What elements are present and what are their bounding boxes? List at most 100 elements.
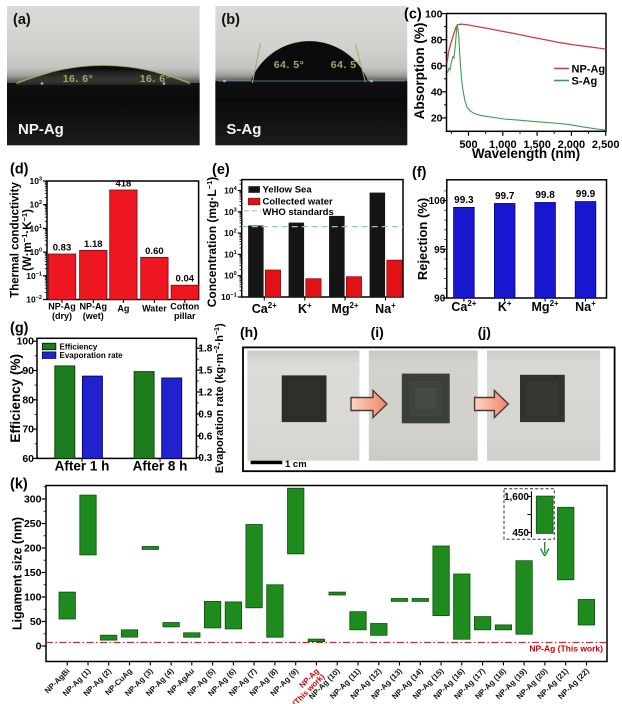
- svg-text:1,600: 1,600: [504, 492, 529, 503]
- svg-text:10−2: 10−2: [26, 295, 42, 305]
- svg-text:Mg2+: Mg2+: [331, 301, 359, 316]
- svg-text:0.3: 0.3: [198, 453, 212, 464]
- svg-text:Ca2+: Ca2+: [252, 301, 277, 316]
- svg-text:99.7: 99.7: [495, 191, 515, 202]
- svg-text:Rejection (%): Rejection (%): [415, 198, 430, 280]
- svg-text:(wet): (wet): [83, 311, 104, 321]
- svg-text:101: 101: [29, 223, 42, 233]
- svg-text:Mg2+: Mg2+: [532, 299, 560, 314]
- svg-text:1,000: 1,000: [489, 139, 517, 151]
- svg-text:60: 60: [431, 61, 443, 73]
- svg-text:K+: K+: [498, 299, 512, 314]
- svg-text:(dry): (dry): [52, 311, 72, 321]
- svg-text:Absorption (%): Absorption (%): [412, 23, 427, 120]
- svg-text:2,500: 2,500: [592, 139, 620, 151]
- svg-text:(b): (b): [221, 12, 240, 28]
- svg-text:50: 50: [30, 616, 42, 628]
- svg-text:(a): (a): [13, 12, 31, 28]
- svg-text:16. 6°: 16. 6°: [140, 73, 171, 85]
- svg-text:Yellow Sea: Yellow Sea: [263, 184, 313, 195]
- svg-text:K+: K+: [298, 301, 312, 316]
- svg-text:16. 6°: 16. 6°: [63, 73, 94, 85]
- svg-text:70: 70: [22, 424, 34, 436]
- svg-text:250: 250: [24, 518, 42, 530]
- svg-text:(h): (h): [240, 324, 258, 340]
- svg-text:1.2: 1.2: [198, 388, 212, 399]
- svg-text:1,500: 1,500: [523, 139, 551, 151]
- svg-text:1 cm: 1 cm: [285, 459, 307, 470]
- svg-text:Ca2+: Ca2+: [451, 299, 476, 314]
- svg-text:200: 200: [24, 543, 42, 555]
- svg-text:Ag: Ag: [117, 304, 129, 314]
- svg-text:pillar: pillar: [174, 311, 196, 321]
- svg-text:NP-Ag: NP-Ag: [18, 121, 64, 138]
- svg-text:90: 90: [22, 365, 34, 377]
- svg-text:After 8 h: After 8 h: [133, 459, 188, 474]
- svg-text:64. 5°: 64. 5°: [274, 59, 305, 71]
- svg-text:Concentration (mg·L−1): Concentration (mg·L−1): [205, 177, 219, 308]
- svg-text:300: 300: [24, 494, 42, 506]
- svg-text:(i): (i): [371, 324, 384, 340]
- svg-text:10−1: 10−1: [26, 271, 42, 281]
- svg-text:80: 80: [22, 394, 34, 406]
- svg-text:95: 95: [434, 245, 446, 256]
- svg-text:S-Ag: S-Ag: [572, 76, 598, 88]
- svg-text:(d): (d): [10, 162, 29, 178]
- svg-text:(f): (f): [412, 165, 427, 181]
- svg-text:150: 150: [24, 567, 42, 579]
- svg-text:Wavelength (nm): Wavelength (nm): [472, 146, 580, 161]
- svg-text:99.9: 99.9: [576, 189, 596, 200]
- svg-text:Na+: Na+: [575, 299, 596, 314]
- svg-text:418: 418: [115, 179, 131, 190]
- svg-text:Thermal conductivity: Thermal conductivity: [10, 182, 22, 298]
- svg-text:0.6: 0.6: [198, 431, 212, 442]
- svg-text:450: 450: [512, 528, 529, 539]
- svg-text:NP-Ag: NP-Ag: [572, 64, 606, 76]
- svg-text:0: 0: [36, 641, 42, 653]
- svg-text:60: 60: [22, 453, 34, 465]
- svg-text:500: 500: [459, 139, 477, 151]
- svg-text:Water: Water: [142, 304, 167, 314]
- svg-text:NP-Ag: NP-Ag: [80, 302, 108, 312]
- svg-text:102: 102: [29, 200, 42, 210]
- svg-text:(c): (c): [404, 7, 422, 23]
- svg-text:100: 100: [29, 247, 42, 257]
- svg-text:101: 101: [224, 249, 237, 259]
- svg-text:S-Ag: S-Ag: [226, 121, 261, 138]
- svg-text:Na+: Na+: [375, 301, 396, 316]
- svg-text:40: 40: [431, 87, 443, 99]
- svg-text:(e): (e): [212, 162, 230, 178]
- svg-text:100: 100: [429, 196, 446, 207]
- svg-text:(g): (g): [10, 321, 29, 337]
- svg-text:0.60: 0.60: [145, 246, 164, 257]
- svg-text:104: 104: [224, 186, 237, 196]
- svg-text:100: 100: [425, 8, 443, 20]
- svg-text:Ligament size (nm): Ligament size (nm): [11, 517, 25, 630]
- svg-text:NP-Ag (This work): NP-Ag (This work): [529, 644, 603, 654]
- svg-text:Efficiency: Efficiency: [60, 342, 98, 351]
- svg-text:0.04: 0.04: [176, 274, 195, 285]
- svg-text:1.8: 1.8: [198, 344, 212, 355]
- svg-text:99.8: 99.8: [535, 190, 555, 201]
- svg-text:Cotton: Cotton: [170, 302, 199, 312]
- svg-text:10−1: 10−1: [221, 292, 237, 302]
- svg-text:Evaporation rate: Evaporation rate: [60, 351, 124, 360]
- svg-text:1.5: 1.5: [198, 366, 212, 377]
- svg-text:100: 100: [24, 592, 42, 604]
- svg-text:90: 90: [434, 294, 446, 305]
- svg-text:After 1 h: After 1 h: [55, 459, 110, 474]
- svg-text:Collected water: Collected water: [263, 196, 334, 207]
- svg-text:0.83: 0.83: [53, 243, 72, 254]
- svg-text:Efficiency (%): Efficiency (%): [8, 354, 23, 443]
- svg-text:0.9: 0.9: [198, 409, 212, 420]
- svg-text:WHO standards: WHO standards: [263, 207, 334, 218]
- svg-text:20: 20: [431, 113, 443, 125]
- svg-text:80: 80: [431, 34, 443, 46]
- svg-text:(W·m−1·K−1): (W·m−1·K−1): [20, 209, 34, 271]
- svg-text:(k): (k): [10, 477, 28, 493]
- svg-text:Evaporation rate (kg·m−2·h−1): Evaporation rate (kg·m−2·h−1): [214, 323, 226, 473]
- svg-text:100: 100: [224, 271, 237, 281]
- svg-text:NP-Ag: NP-Ag: [48, 302, 76, 312]
- svg-text:103: 103: [224, 207, 237, 217]
- svg-text:1.18: 1.18: [84, 239, 103, 250]
